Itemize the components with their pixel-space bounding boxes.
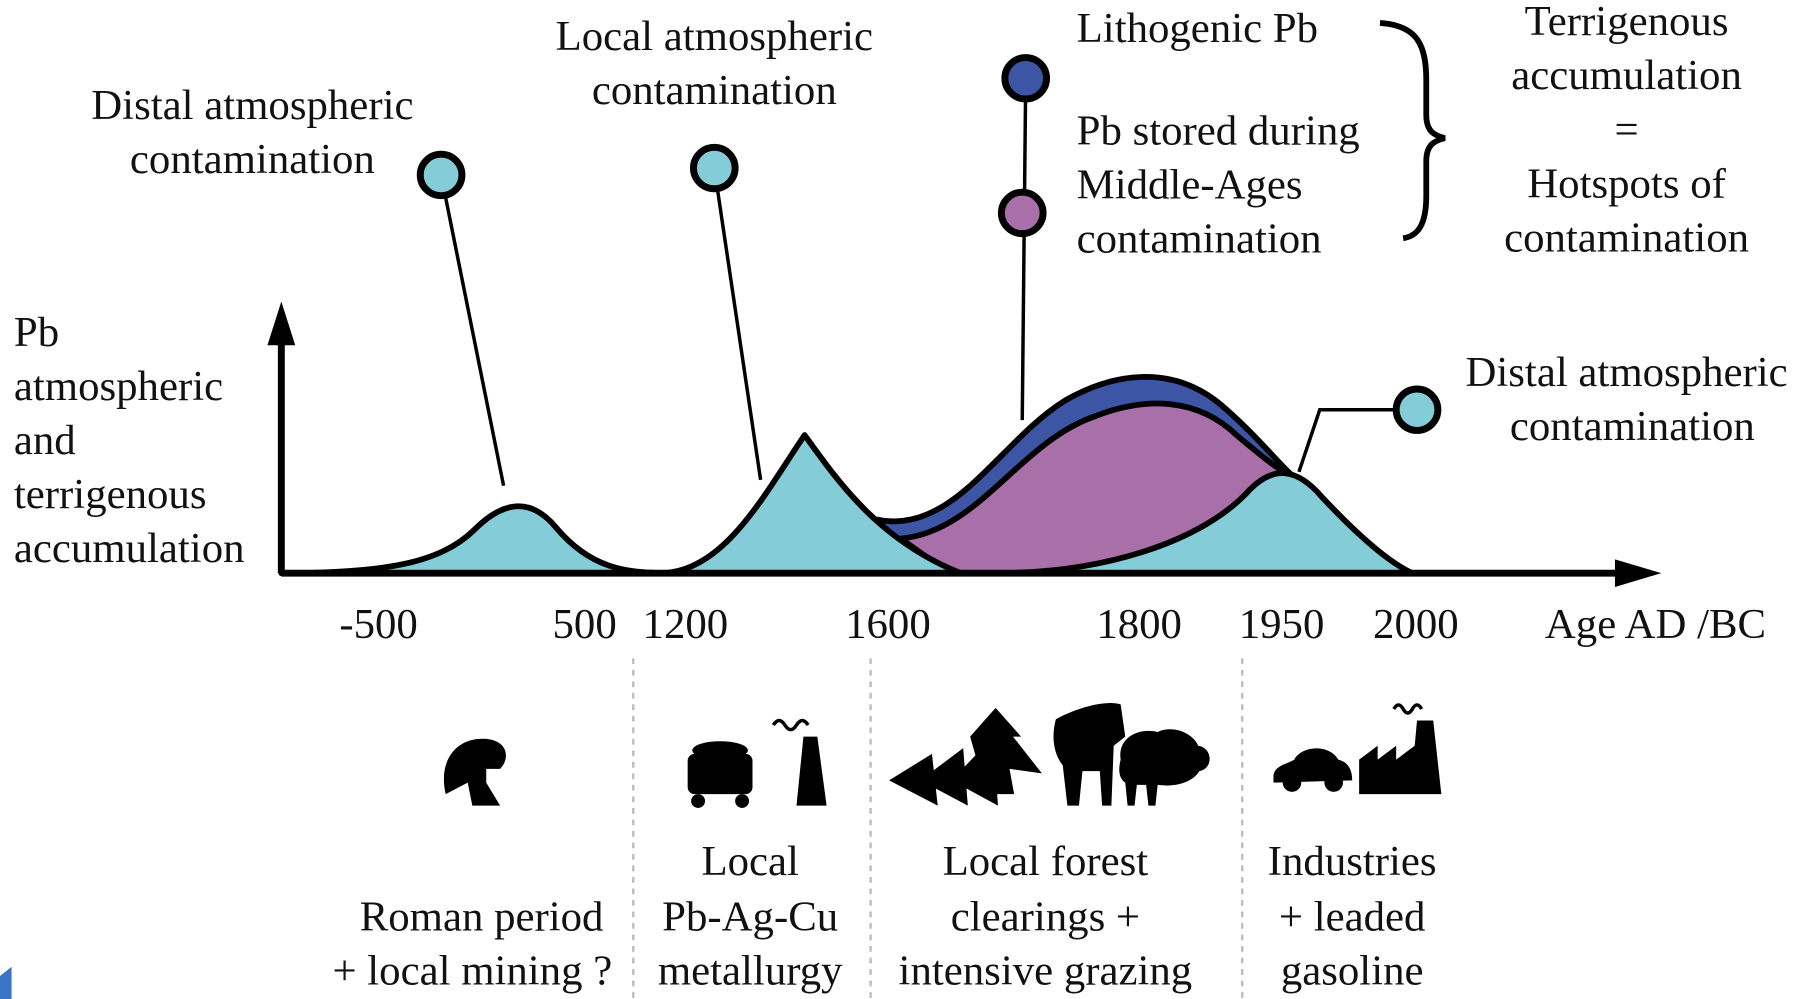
- dot: [416, 150, 466, 200]
- period-label: metallurgy: [658, 948, 843, 995]
- x-tick-label: -500: [339, 601, 417, 648]
- callout-label: Distal atmospheric: [1465, 349, 1787, 396]
- period-label: Local: [701, 838, 798, 885]
- y-label-line: accumulation: [14, 525, 245, 572]
- callout-labels: Distal atmospheric contamination Local a…: [91, 13, 1787, 450]
- period-label: + leaded: [1279, 894, 1426, 941]
- dot: [1392, 385, 1442, 434]
- wheel: [1282, 773, 1302, 792]
- y-axis-label: Pb atmospheric and terrigenous accumulat…: [14, 309, 245, 572]
- y-arrow: [267, 301, 296, 346]
- y-label-line: terrigenous: [14, 471, 207, 518]
- period-label: Industries: [1268, 838, 1437, 885]
- period-label: Pb-Ag-Cu: [662, 894, 838, 941]
- period-label: gasoline: [1281, 948, 1424, 995]
- legend-result: =: [1614, 106, 1638, 153]
- chimney-icon: [796, 736, 827, 806]
- factory-icon: [1359, 720, 1442, 795]
- legend-item: Lithogenic Pb: [1077, 5, 1318, 52]
- legend-result: Hotspots of: [1527, 160, 1726, 207]
- brace: [1379, 20, 1446, 242]
- cow-icon: [1053, 703, 1126, 806]
- x-tick-label: 1200: [643, 601, 729, 648]
- callout-label: Local atmospheric: [556, 13, 873, 60]
- callout-label: Distal atmospheric: [91, 82, 413, 129]
- dot: [1001, 54, 1051, 103]
- callout-label: contamination: [592, 67, 837, 114]
- industrial-peak: [992, 470, 1416, 577]
- x-tick-label: 2000: [1373, 601, 1459, 648]
- x-tick-label: 1800: [1096, 601, 1182, 648]
- callout-label: contamination: [1510, 403, 1755, 450]
- callout-line: [1297, 408, 1418, 473]
- trees-icon: [889, 707, 1042, 806]
- helmet-icon: [443, 738, 506, 806]
- callout-lines: [439, 78, 1418, 487]
- x-ticks: -500 500 1200 1600 1800 1950 2000 Age AD…: [339, 601, 1766, 648]
- callout-line: [439, 174, 506, 487]
- y-label-line: Pb: [14, 309, 59, 356]
- sheep-icon: [1119, 729, 1210, 806]
- roman-peak: [278, 503, 675, 577]
- legend-item: contamination: [1077, 216, 1322, 263]
- curves: [278, 374, 1416, 577]
- corner-mark: [0, 966, 12, 999]
- dot: [997, 188, 1047, 238]
- callout-line: [1020, 78, 1028, 421]
- metallurgy-peak: [656, 432, 964, 577]
- x-tick-label: 500: [553, 601, 617, 648]
- y-label-line: and: [14, 417, 76, 464]
- period-label: clearings +: [951, 894, 1140, 941]
- cart-icon: [687, 741, 753, 808]
- legend: Lithogenic Pb Pb stored during Middle-Ag…: [1077, 0, 1749, 263]
- legend-result: Terrigenous: [1525, 0, 1729, 45]
- x-tick-label: 1950: [1239, 601, 1325, 648]
- x-tick-label: 1600: [845, 601, 931, 648]
- dot: [689, 143, 739, 193]
- legend-result: contamination: [1504, 215, 1749, 262]
- y-label-line: atmospheric: [14, 363, 223, 410]
- period-label: + local mining ?: [332, 948, 612, 995]
- callout-label: contamination: [130, 136, 375, 183]
- period-label: Local forest: [943, 838, 1149, 885]
- period-label: Roman period: [360, 894, 604, 941]
- period-label: intensive grazing: [899, 948, 1193, 995]
- legend-result: accumulation: [1511, 52, 1742, 99]
- x-arrow: [1614, 559, 1662, 587]
- smoke-icon: [771, 718, 810, 732]
- axes: [267, 301, 1662, 587]
- periods: Roman period + local mining ? Local Pb-A…: [332, 838, 1436, 994]
- legend-item: Pb stored during: [1077, 108, 1360, 155]
- icons: [443, 703, 1442, 808]
- callout-line: [712, 167, 763, 481]
- x-axis-label: Age AD /BC: [1545, 601, 1766, 648]
- smoke-icon: [1392, 703, 1424, 715]
- legend-item: Middle-Ages: [1077, 162, 1303, 209]
- wheel: [1324, 773, 1343, 792]
- callout-dots: [416, 54, 1442, 434]
